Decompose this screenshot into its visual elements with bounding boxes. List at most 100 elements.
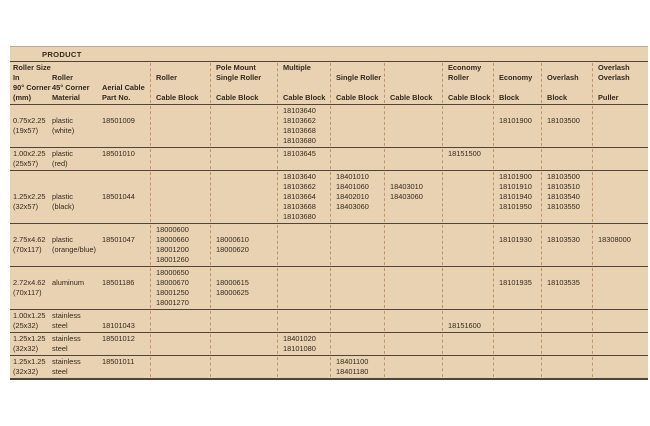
- cell-line: 1.25x1.25: [13, 334, 46, 343]
- table-row: 1.00x1.25 (25x32) stainless steel 18101043 …: [10, 310, 648, 333]
- cell-line: 18101043: [102, 321, 135, 330]
- cell-line: [390, 255, 442, 265]
- cell-line: [499, 311, 541, 321]
- cell-line: Roller: [156, 73, 177, 82]
- cell-line: [547, 212, 592, 222]
- cell-line: [283, 225, 330, 235]
- cell-line: [390, 172, 442, 182]
- cell-line: [390, 321, 442, 331]
- cell-cable_block: Cable Block: [384, 63, 442, 103]
- cell-material: plastic (orange/blue): [50, 225, 100, 265]
- cell-line: [598, 321, 648, 331]
- cell-line: 18103664: [283, 192, 316, 201]
- cell-line: [156, 344, 210, 354]
- cell-line: [390, 288, 442, 298]
- cell-line: Cable Block: [156, 93, 199, 102]
- cell-line: [598, 344, 648, 354]
- cell-line: steel: [52, 321, 68, 330]
- cell-roller_cb: [150, 149, 210, 169]
- cell-multiple_cb: Multiple Cable Block: [277, 63, 330, 103]
- cell-line: [390, 235, 442, 245]
- cell-line: [448, 182, 493, 192]
- cell-line: 18151600: [448, 321, 481, 330]
- table-row: 1.00x2.25 (25x57) plastic (red) 18501010 181…: [10, 148, 648, 171]
- cell-line: [283, 255, 330, 265]
- cell-line: [390, 268, 442, 278]
- cell-line: [283, 357, 330, 367]
- cell-line: 18001250: [156, 288, 189, 297]
- cell-line: 18501012: [102, 334, 135, 343]
- table-row: 1.25x1.25 (32x32) stainless steel 18501012 1…: [10, 333, 648, 356]
- cell-line: [156, 367, 210, 377]
- cell-line: [102, 245, 150, 255]
- cell-line: [52, 268, 100, 278]
- cell-line: 18000670: [156, 278, 189, 287]
- cell-part: 18501044: [100, 172, 150, 222]
- cell-line: 18103680: [283, 212, 316, 221]
- cell-line: Roller Size: [13, 63, 51, 72]
- cell-line: [499, 321, 541, 331]
- cell-line: 18401010: [336, 172, 369, 181]
- cell-single_roller_cb: [330, 106, 384, 146]
- cell-line: [598, 311, 648, 321]
- cell-line: [336, 225, 384, 235]
- cell-line: [283, 159, 330, 169]
- cell-material: stainless steel: [50, 357, 100, 377]
- cell-line: [598, 149, 648, 159]
- cell-line: Roller: [52, 73, 73, 82]
- cell-line: [13, 106, 50, 116]
- cell-line: [598, 126, 648, 136]
- cell-line: [216, 321, 277, 331]
- cell-line: [390, 245, 442, 255]
- cell-size: 1.00x2.25 (25x57): [10, 149, 50, 169]
- cell-economy_block: 18101900 18101910 18101940 18101950: [493, 172, 541, 222]
- cell-line: [156, 83, 210, 93]
- cell-line: [598, 116, 648, 126]
- cell-cable_block: [384, 311, 442, 331]
- cell-part: 18501009: [100, 106, 150, 146]
- cell-line: [336, 116, 384, 126]
- cell-line: [598, 334, 648, 344]
- cell-part: 18101043: [100, 311, 150, 331]
- cell-multiple_cb: [277, 311, 330, 331]
- cell-line: [390, 136, 442, 146]
- cell-line: [598, 268, 648, 278]
- cell-line: [336, 278, 384, 288]
- cell-pole_mount_cb: 18000610 18000620: [210, 225, 277, 265]
- cell-line: 18000620: [216, 245, 249, 254]
- cell-line: (mm): [13, 93, 32, 102]
- cell-line: [547, 334, 592, 344]
- cell-line: [448, 357, 493, 367]
- cell-line: 18000660: [156, 235, 189, 244]
- cell-line: [336, 235, 384, 245]
- cell-line: 18401180: [336, 367, 369, 376]
- cell-material: plastic (red): [50, 149, 100, 169]
- cell-overlash_block: [541, 311, 592, 331]
- product-table: PRODUCT Roller Size In 90° Corner (mm) Roll…: [10, 46, 648, 380]
- cell-economy_roller_cb: 18151600: [442, 311, 493, 331]
- cell-multiple_cb: 18103640 18103662 18103664 18103668 18103680: [277, 172, 330, 222]
- cell-line: [448, 334, 493, 344]
- cell-size: Roller Size In 90° Corner (mm): [10, 63, 51, 103]
- cell-line: [390, 73, 442, 83]
- cell-line: [448, 212, 493, 222]
- cell-line: [390, 202, 442, 212]
- cell-line: [390, 116, 442, 126]
- cell-line: [156, 182, 210, 192]
- cell-line: [448, 245, 493, 255]
- cell-line: 18501009: [102, 116, 135, 125]
- cell-line: [216, 106, 277, 116]
- cell-line: (red): [52, 159, 68, 168]
- cell-line: steel: [52, 344, 68, 353]
- cell-line: [156, 321, 210, 331]
- cell-line: [216, 192, 277, 202]
- cell-line: [52, 288, 100, 298]
- cell-line: [499, 288, 541, 298]
- cell-part: 18501047: [100, 225, 150, 265]
- cell-line: 18103550: [547, 202, 580, 211]
- cell-line: [52, 136, 100, 146]
- cell-material: plastic (black): [50, 172, 100, 222]
- cell-line: [448, 83, 493, 93]
- cell-line: Economy: [499, 73, 533, 82]
- cell-line: [102, 172, 150, 182]
